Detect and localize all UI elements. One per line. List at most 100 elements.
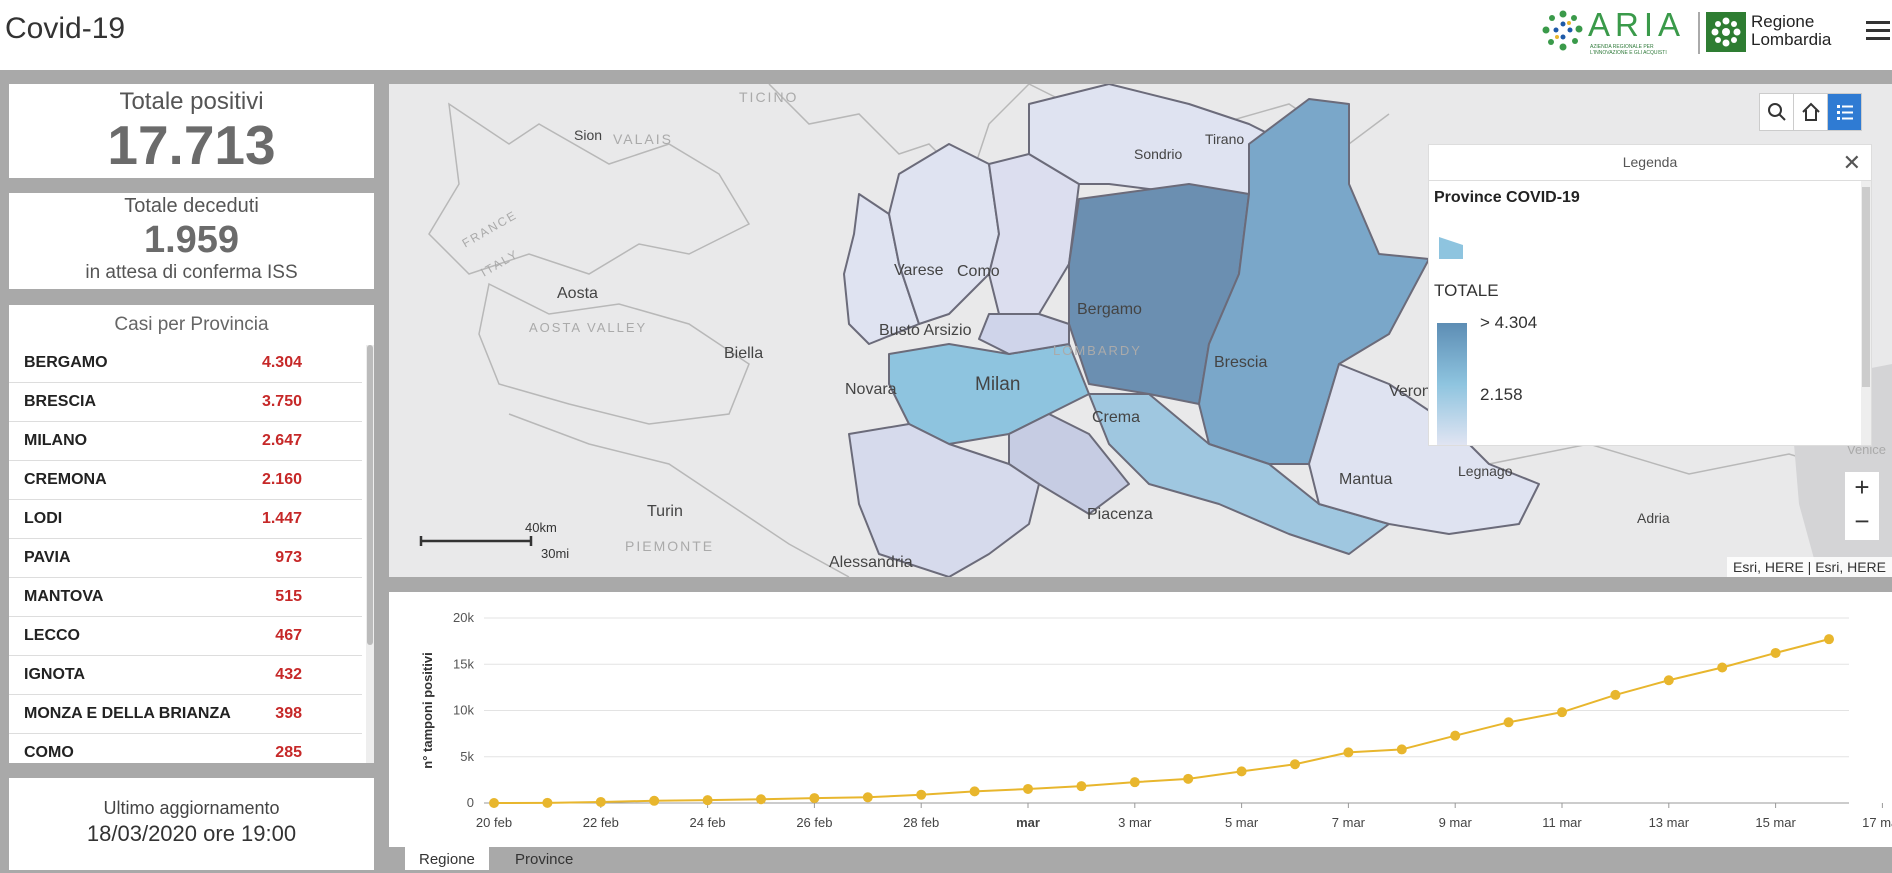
aria-logo[interactable]: ARIA AZIENDA REGIONALE PER L'INNOVAZIONE… xyxy=(1540,6,1690,56)
data-point[interactable] xyxy=(862,792,873,803)
menu-icon[interactable] xyxy=(1866,16,1892,44)
deaths-total-value: 1.959 xyxy=(143,219,240,261)
province-list-scroll-thumb[interactable] xyxy=(367,345,373,645)
province-row[interactable]: BERGAMO 4.304 xyxy=(9,344,362,383)
data-point[interactable] xyxy=(1717,662,1728,673)
province-name: COMO xyxy=(24,744,74,761)
data-point[interactable] xyxy=(1824,634,1834,645)
data-point[interactable] xyxy=(1503,717,1514,728)
province-row[interactable]: CREMONA 2.160 xyxy=(9,461,362,500)
cases-line-chart[interactable]: 0 5k 10k 15k 20k n° tamponi positivi 20 feb 22 … xyxy=(389,592,1892,847)
province-cases-card: Casi per Provincia BERGAMO 4.304 BRESCIA 3.… xyxy=(9,305,374,763)
data-point[interactable] xyxy=(1129,777,1140,788)
legend-color-ramp xyxy=(1437,323,1467,445)
province-row[interactable]: LECCO 467 xyxy=(9,617,362,656)
map-canvas[interactable] xyxy=(389,84,1892,577)
province-cases-value: 3.750 xyxy=(261,393,302,410)
map-label: Piacenza xyxy=(1087,506,1153,523)
province-cases-value: 2.160 xyxy=(261,471,302,488)
province-cases-value: 515 xyxy=(275,588,302,605)
data-point[interactable] xyxy=(1236,766,1247,777)
last-update-value: 18/03/2020 ore 19:00 xyxy=(86,821,297,846)
y-tick-label: 10k xyxy=(453,703,474,718)
legend-field-name: TOTALE xyxy=(1434,281,1499,300)
data-point[interactable] xyxy=(1663,675,1674,686)
province-row[interactable]: COMO 285 xyxy=(9,734,362,763)
data-point[interactable] xyxy=(702,795,713,806)
y-axis-label: n° tamponi positivi xyxy=(420,652,435,768)
data-point[interactable] xyxy=(1610,689,1621,700)
map-panel[interactable]: TICINO Sion VALAIS Sondrio Tirano FRANCE… xyxy=(389,84,1892,577)
logo-divider xyxy=(1698,12,1700,54)
map-home-button[interactable] xyxy=(1793,93,1828,131)
positive-total-card: Totale positivi 17.713 xyxy=(9,84,374,178)
province-list[interactable]: BERGAMO 4.304 BRESCIA 3.750 MILANO 2.647 CREMO… xyxy=(9,344,374,763)
x-tick-label: 17 mar xyxy=(1862,815,1892,830)
data-point[interactable] xyxy=(1023,783,1033,794)
y-tick-label: 15k xyxy=(453,656,474,671)
search-icon xyxy=(1767,103,1786,121)
deaths-total-label: Totale deceduti xyxy=(124,195,259,217)
province-row[interactable]: MANTOVA 515 xyxy=(9,578,362,617)
data-point[interactable] xyxy=(1396,744,1407,755)
data-point[interactable] xyxy=(916,789,927,800)
map-label: Novara xyxy=(845,381,897,398)
y-tick-label: 5k xyxy=(460,749,474,764)
map-legend-button[interactable] xyxy=(1827,93,1862,131)
province-cases-value: 285 xyxy=(275,744,302,761)
tab-regione[interactable]: Regione xyxy=(405,847,489,870)
map-label: Alessandria xyxy=(829,554,913,571)
map-label: Crema xyxy=(1092,409,1141,426)
data-point[interactable] xyxy=(1343,747,1354,758)
legend-layer-name: Province COVID-19 xyxy=(1434,189,1580,206)
data-point[interactable] xyxy=(969,786,980,797)
province-name: MANTOVA xyxy=(24,588,104,605)
map-search-button[interactable] xyxy=(1759,93,1794,131)
region-border xyxy=(768,84,1030,186)
province-row[interactable]: IGNOTA 432 xyxy=(9,656,362,695)
close-icon[interactable]: ✕ xyxy=(1842,150,1861,175)
x-tick-label: mar xyxy=(1016,815,1040,830)
province-name: PAVIA xyxy=(24,549,71,566)
data-point[interactable] xyxy=(809,793,820,804)
tab-province[interactable]: Province xyxy=(515,851,574,868)
data-point[interactable] xyxy=(1076,781,1087,792)
data-point[interactable] xyxy=(1770,647,1781,658)
legend-scroll-thumb[interactable] xyxy=(1862,187,1870,387)
regione-lombardia-logo-icon[interactable] xyxy=(1706,12,1746,52)
aria-logo-subtitle: AZIENDA REGIONALE PER L'INNOVAZIONE E GL… xyxy=(1590,44,1667,56)
data-point[interactable] xyxy=(595,796,606,807)
data-point[interactable] xyxy=(1290,759,1300,770)
province-row[interactable]: PAVIA 973 xyxy=(9,539,362,578)
data-point[interactable] xyxy=(649,795,660,806)
map-label: Sion xyxy=(574,127,603,143)
province-row[interactable]: BRESCIA 3.750 xyxy=(9,383,362,422)
chart-tabs: Regione Province xyxy=(389,847,1892,870)
legend-title: Legenda xyxy=(1622,154,1678,170)
zoom-in-button[interactable]: + xyxy=(1845,472,1879,506)
province-row[interactable]: MONZA E DELLA BRIANZA 398 xyxy=(9,695,362,734)
province-name: BRESCIA xyxy=(24,393,97,410)
chart-panel: 0 5k 10k 15k 20k n° tamponi positivi 20 feb 22 … xyxy=(389,592,1892,847)
data-point[interactable] xyxy=(1450,730,1461,741)
province-cases-value: 1.447 xyxy=(261,510,302,527)
province-row[interactable]: LODI 1.447 xyxy=(9,500,362,539)
data-point[interactable] xyxy=(542,797,553,808)
y-tick-label: 20k xyxy=(453,610,474,625)
province-cases-value: 4.304 xyxy=(261,354,302,371)
region-line1: Regione xyxy=(1751,12,1815,31)
map-label: VALAIS xyxy=(613,131,673,147)
map-label: LOMBARDY xyxy=(1053,343,1142,358)
map-label: Como xyxy=(957,263,1000,280)
province-row[interactable]: MILANO 2.647 xyxy=(9,422,362,461)
map-attribution[interactable]: Esri, HERE | Esri, HERE xyxy=(1727,557,1892,577)
regione-lombardia-text: Regione Lombardia xyxy=(1751,13,1831,49)
province-name: LECCO xyxy=(24,627,80,644)
zoom-out-button[interactable]: − xyxy=(1845,506,1879,540)
data-point[interactable] xyxy=(489,798,499,808)
data-point[interactable] xyxy=(1183,773,1194,784)
data-point[interactable] xyxy=(756,794,766,805)
data-point[interactable] xyxy=(1557,707,1567,718)
province-name: IGNOTA xyxy=(24,666,86,683)
map-label: Tirano xyxy=(1205,131,1245,147)
